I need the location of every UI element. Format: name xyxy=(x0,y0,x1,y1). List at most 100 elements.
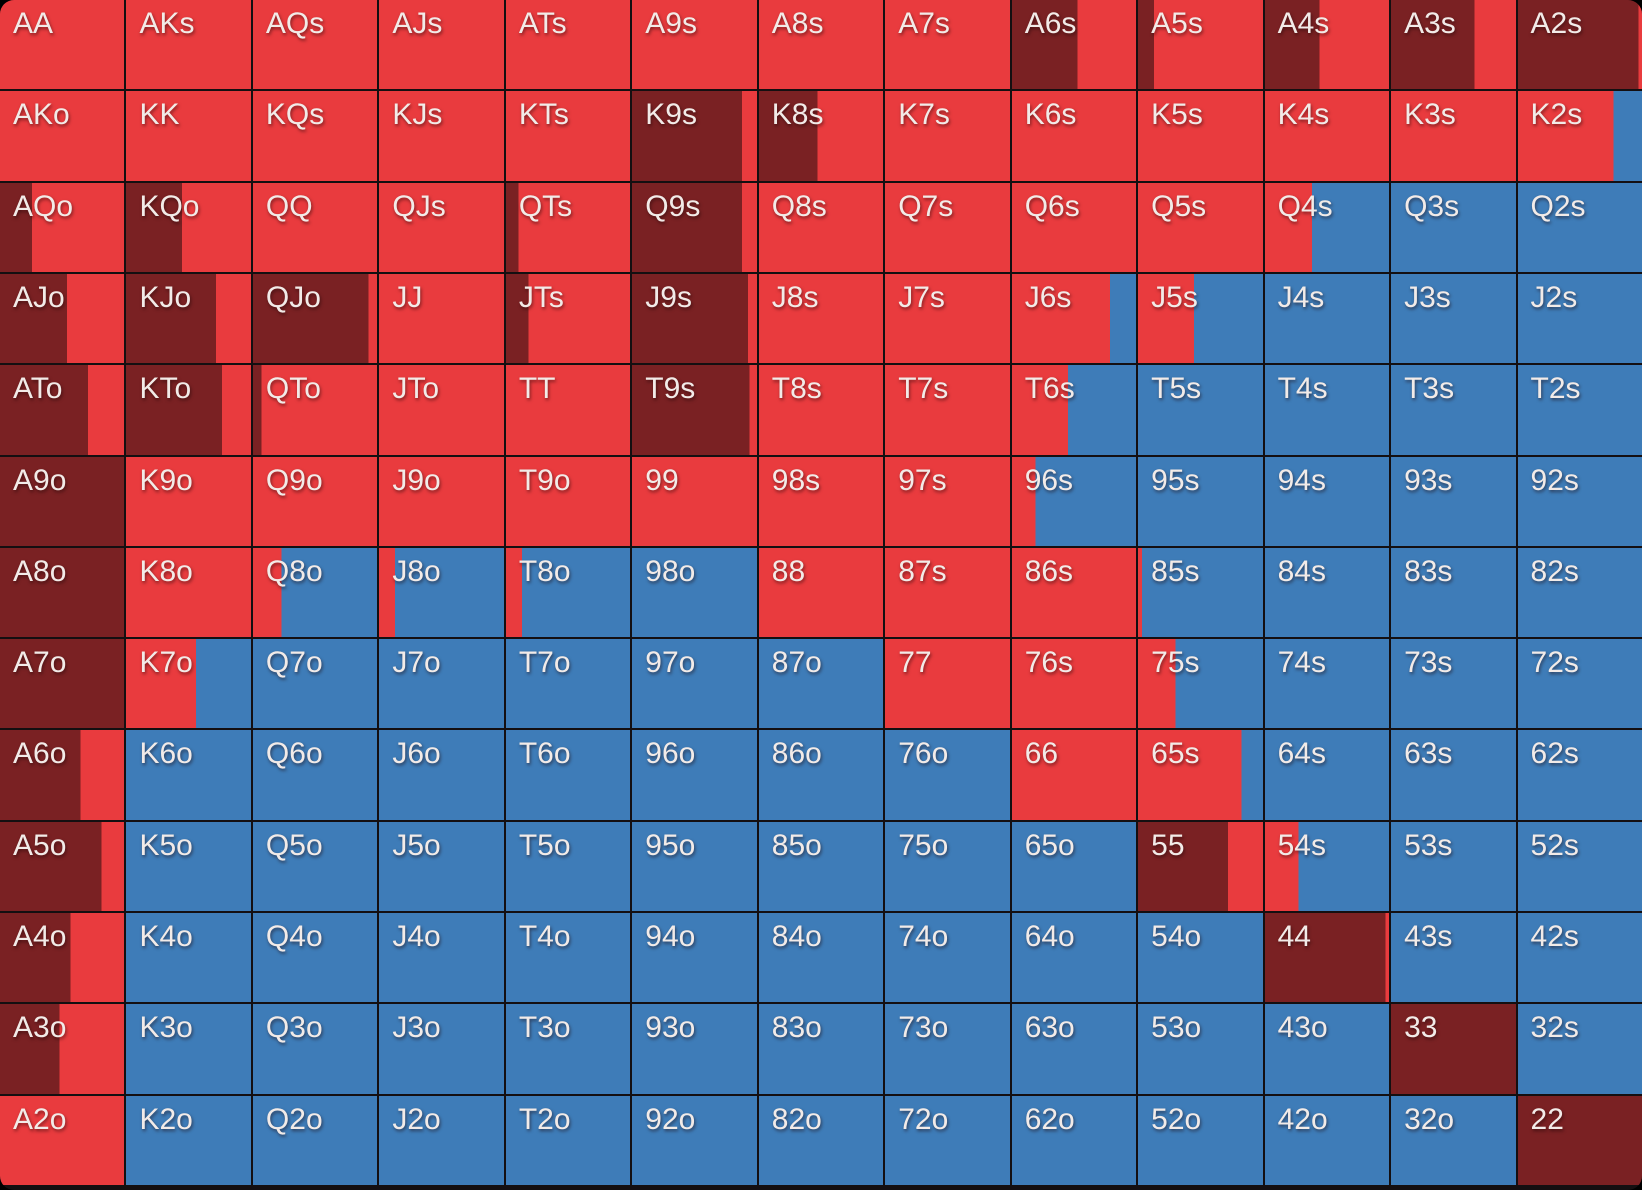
hand-cell-94o[interactable]: 94o xyxy=(632,913,757,1003)
hand-cell-J5o[interactable]: J5o xyxy=(379,821,504,912)
hand-cell-Q6o[interactable]: Q6o xyxy=(252,730,378,820)
hand-cell-Q7s[interactable]: Q7s xyxy=(885,182,1010,272)
hand-cell-J6s[interactable]: J6s xyxy=(1011,273,1137,364)
hand-cell-T4o[interactable]: T4o xyxy=(505,913,631,1003)
hand-cell-T3o[interactable]: T3o xyxy=(505,1004,631,1094)
hand-cell-82o[interactable]: 82o xyxy=(758,1095,884,1185)
hand-cell-64s[interactable]: 64s xyxy=(1264,730,1390,820)
hand-cell-T6o[interactable]: T6o xyxy=(505,730,631,820)
hand-cell-97o[interactable]: 97o xyxy=(632,639,757,729)
hand-cell-K4o[interactable]: K4o xyxy=(126,913,251,1003)
hand-cell-J7o[interactable]: J7o xyxy=(379,639,504,729)
hand-cell-33[interactable]: 33 xyxy=(1391,1004,1516,1094)
hand-cell-AJs[interactable]: AJs xyxy=(379,0,504,90)
hand-cell-AQo[interactable]: AQo xyxy=(0,182,125,272)
hand-cell-J9s[interactable]: J9s xyxy=(632,273,757,364)
hand-cell-42s[interactable]: 42s xyxy=(1517,913,1642,1003)
hand-cell-A3s[interactable]: A3s xyxy=(1391,0,1516,90)
hand-cell-93s[interactable]: 93s xyxy=(1391,456,1516,546)
hand-cell-KJo[interactable]: KJo xyxy=(126,273,251,364)
hand-cell-44[interactable]: 44 xyxy=(1264,913,1390,1003)
hand-cell-A7o[interactable]: A7o xyxy=(0,639,125,729)
hand-cell-QJo[interactable]: QJo xyxy=(252,273,378,364)
hand-cell-74s[interactable]: 74s xyxy=(1264,639,1390,729)
hand-cell-J2s[interactable]: J2s xyxy=(1517,273,1642,364)
hand-cell-Q2o[interactable]: Q2o xyxy=(252,1095,378,1185)
hand-cell-QQ[interactable]: QQ xyxy=(252,182,378,272)
hand-cell-A6o[interactable]: A6o xyxy=(0,730,125,820)
hand-cell-54s[interactable]: 54s xyxy=(1264,821,1390,912)
hand-cell-42o[interactable]: 42o xyxy=(1264,1095,1390,1185)
hand-cell-J3o[interactable]: J3o xyxy=(379,1004,504,1094)
hand-cell-A2o[interactable]: A2o xyxy=(0,1095,125,1185)
hand-cell-A9s[interactable]: A9s xyxy=(632,0,757,90)
hand-cell-94s[interactable]: 94s xyxy=(1264,456,1390,546)
hand-cell-QTo[interactable]: QTo xyxy=(252,365,378,455)
hand-cell-J4s[interactable]: J4s xyxy=(1264,273,1390,364)
hand-cell-ATo[interactable]: ATo xyxy=(0,365,125,455)
hand-cell-K6o[interactable]: K6o xyxy=(126,730,251,820)
hand-cell-95s[interactable]: 95s xyxy=(1138,456,1263,546)
hand-cell-J4o[interactable]: J4o xyxy=(379,913,504,1003)
hand-cell-63o[interactable]: 63o xyxy=(1011,1004,1137,1094)
hand-cell-32s[interactable]: 32s xyxy=(1517,1004,1642,1094)
hand-cell-54o[interactable]: 54o xyxy=(1138,913,1263,1003)
hand-cell-TT[interactable]: TT xyxy=(505,365,631,455)
hand-cell-J6o[interactable]: J6o xyxy=(379,730,504,820)
hand-cell-JJ[interactable]: JJ xyxy=(379,273,504,364)
hand-cell-KTo[interactable]: KTo xyxy=(126,365,251,455)
hand-cell-T9s[interactable]: T9s xyxy=(632,365,757,455)
hand-cell-J8s[interactable]: J8s xyxy=(758,273,884,364)
hand-cell-K5s[interactable]: K5s xyxy=(1138,91,1263,181)
hand-cell-93o[interactable]: 93o xyxy=(632,1004,757,1094)
hand-cell-84o[interactable]: 84o xyxy=(758,913,884,1003)
hand-cell-J9o[interactable]: J9o xyxy=(379,456,504,546)
hand-cell-62o[interactable]: 62o xyxy=(1011,1095,1137,1185)
hand-cell-62s[interactable]: 62s xyxy=(1517,730,1642,820)
hand-cell-K3o[interactable]: K3o xyxy=(126,1004,251,1094)
hand-cell-88[interactable]: 88 xyxy=(758,547,884,638)
hand-cell-76o[interactable]: 76o xyxy=(885,730,1010,820)
hand-cell-T4s[interactable]: T4s xyxy=(1264,365,1390,455)
hand-cell-63s[interactable]: 63s xyxy=(1391,730,1516,820)
hand-cell-T7o[interactable]: T7o xyxy=(505,639,631,729)
hand-cell-K2s[interactable]: K2s xyxy=(1517,91,1642,181)
hand-cell-KQs[interactable]: KQs xyxy=(252,91,378,181)
hand-cell-73s[interactable]: 73s xyxy=(1391,639,1516,729)
hand-cell-74o[interactable]: 74o xyxy=(885,913,1010,1003)
hand-cell-T2s[interactable]: T2s xyxy=(1517,365,1642,455)
hand-cell-T6s[interactable]: T6s xyxy=(1011,365,1137,455)
hand-cell-Q8s[interactable]: Q8s xyxy=(758,182,884,272)
hand-cell-K8s[interactable]: K8s xyxy=(758,91,884,181)
hand-cell-A8o[interactable]: A8o xyxy=(0,547,125,638)
hand-cell-87s[interactable]: 87s xyxy=(885,547,1010,638)
hand-cell-QTs[interactable]: QTs xyxy=(505,182,631,272)
hand-cell-ATs[interactable]: ATs xyxy=(505,0,631,90)
hand-cell-Q2s[interactable]: Q2s xyxy=(1517,182,1642,272)
hand-cell-77[interactable]: 77 xyxy=(885,639,1010,729)
hand-cell-A2s[interactable]: A2s xyxy=(1517,0,1642,90)
hand-cell-83o[interactable]: 83o xyxy=(758,1004,884,1094)
hand-cell-86o[interactable]: 86o xyxy=(758,730,884,820)
hand-cell-32o[interactable]: 32o xyxy=(1391,1095,1516,1185)
hand-cell-K9s[interactable]: K9s xyxy=(632,91,757,181)
hand-cell-JTo[interactable]: JTo xyxy=(379,365,504,455)
hand-cell-A9o[interactable]: A9o xyxy=(0,456,125,546)
hand-cell-96o[interactable]: 96o xyxy=(632,730,757,820)
hand-cell-K6s[interactable]: K6s xyxy=(1011,91,1137,181)
hand-cell-85o[interactable]: 85o xyxy=(758,821,884,912)
hand-cell-J3s[interactable]: J3s xyxy=(1391,273,1516,364)
hand-cell-KK[interactable]: KK xyxy=(126,91,251,181)
hand-cell-99[interactable]: 99 xyxy=(632,456,757,546)
hand-cell-95o[interactable]: 95o xyxy=(632,821,757,912)
hand-cell-KJs[interactable]: KJs xyxy=(379,91,504,181)
hand-cell-53s[interactable]: 53s xyxy=(1391,821,1516,912)
hand-cell-82s[interactable]: 82s xyxy=(1517,547,1642,638)
hand-cell-JTs[interactable]: JTs xyxy=(505,273,631,364)
hand-cell-A3o[interactable]: A3o xyxy=(0,1004,125,1094)
hand-cell-J8o[interactable]: J8o xyxy=(379,547,504,638)
hand-cell-72o[interactable]: 72o xyxy=(885,1095,1010,1185)
hand-cell-T2o[interactable]: T2o xyxy=(505,1095,631,1185)
hand-cell-92o[interactable]: 92o xyxy=(632,1095,757,1185)
hand-cell-Q3o[interactable]: Q3o xyxy=(252,1004,378,1094)
